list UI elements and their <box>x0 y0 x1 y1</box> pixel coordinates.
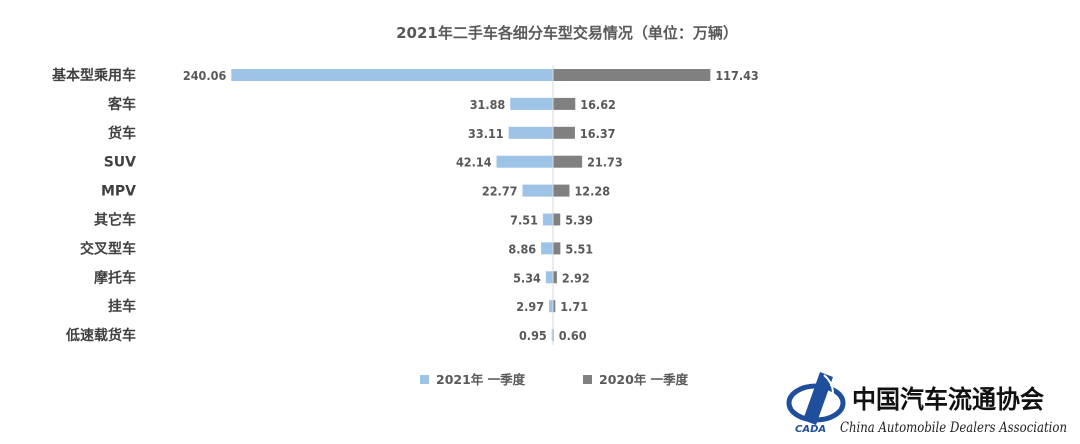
value-label-2020-q1: 12.28 <box>574 184 610 199</box>
bar-2021-q1 <box>508 126 553 139</box>
bar-2020-q1 <box>553 242 561 255</box>
value-label-2020-q1: 5.51 <box>565 241 593 256</box>
bar-2020-q1 <box>553 184 570 197</box>
value-label-2021-q1: 2.97 <box>516 299 544 314</box>
bar-2021-q1 <box>231 69 554 81</box>
bar-2020-q1 <box>553 126 575 139</box>
bar-2021-q1 <box>542 213 553 226</box>
legend-label-2020-q1: 2020年 一季度 <box>599 372 689 387</box>
value-label-2021-q1: 33.11 <box>468 126 504 141</box>
bar-2020-q1 <box>553 213 561 226</box>
bar-2021-q1 <box>545 271 553 284</box>
value-label-2021-q1: 42.14 <box>456 155 492 170</box>
legend-swatch-2020-q1 <box>583 375 592 384</box>
value-label-2021-q1: 8.86 <box>508 241 536 256</box>
value-label-2020-q1: 0.60 <box>559 328 587 343</box>
bar-2021-q1 <box>541 242 553 255</box>
value-label-2020-q1: 16.62 <box>580 97 616 112</box>
bar-2020-q1 <box>553 155 583 168</box>
category-label: SUV <box>104 155 136 171</box>
value-label-2020-q1: 117.43 <box>715 68 758 83</box>
value-label-2021-q1: 31.88 <box>470 97 506 112</box>
bar-2021-q1 <box>549 300 553 313</box>
value-label-2021-q1: 5.34 <box>513 270 541 285</box>
cada-emblem-icon <box>786 372 846 425</box>
legend-swatch-2021-q1 <box>420 375 429 384</box>
category-label: 交叉型车 <box>80 240 136 257</box>
value-label-2020-q1: 1.71 <box>560 299 588 314</box>
bar-2021-q1 <box>510 97 553 110</box>
value-label-2021-q1: 240.06 <box>183 68 227 83</box>
logo-name-cn: 中国汽车流通协会 <box>852 385 1044 414</box>
cada-logo: CADA 中国汽车流通协会 China Automobile Dealers A… <box>786 372 1067 436</box>
value-label-2020-q1: 21.73 <box>587 155 623 170</box>
category-label: 低速载货车 <box>65 327 136 344</box>
value-label-2020-q1: 5.39 <box>565 213 593 228</box>
chart-title: 2021年二手车各细分车型交易情况（单位：万辆） <box>396 24 738 42</box>
category-label: MPV <box>101 184 136 200</box>
value-label-2020-q1: 16.37 <box>580 126 616 141</box>
category-label: 货车 <box>107 125 136 142</box>
value-label-2020-q1: 2.92 <box>562 270 590 285</box>
category-label: 挂车 <box>108 298 136 315</box>
legend: 2021年 一季度 2020年 一季度 <box>420 372 689 387</box>
bars-group: 基本型乘用车 240.06 117.43 客车 31.88 16.62 货车 33.11 16.… <box>52 67 759 344</box>
bar-2021-q1 <box>522 184 553 197</box>
bar-2020-q1 <box>553 271 557 284</box>
value-label-2021-q1: 0.95 <box>519 328 547 343</box>
bar-2020-q1 <box>553 97 576 110</box>
logo-name-en: China Automobile Dealers Association <box>840 420 1067 436</box>
category-label: 摩托车 <box>94 269 136 286</box>
bar-2020-q1 <box>553 69 711 81</box>
legend-label-2021-q1: 2021年 一季度 <box>436 372 526 387</box>
logo-abbr: CADA <box>795 424 826 435</box>
value-label-2021-q1: 22.77 <box>482 184 518 199</box>
value-label-2021-q1: 7.51 <box>510 213 538 228</box>
bar-2021-q1 <box>551 329 553 342</box>
category-label: 其它车 <box>94 212 136 229</box>
bar-2021-q1 <box>496 155 553 168</box>
bar-2020-q1 <box>553 300 556 313</box>
category-label: 基本型乘用车 <box>52 67 136 84</box>
category-label: 客车 <box>107 96 136 113</box>
